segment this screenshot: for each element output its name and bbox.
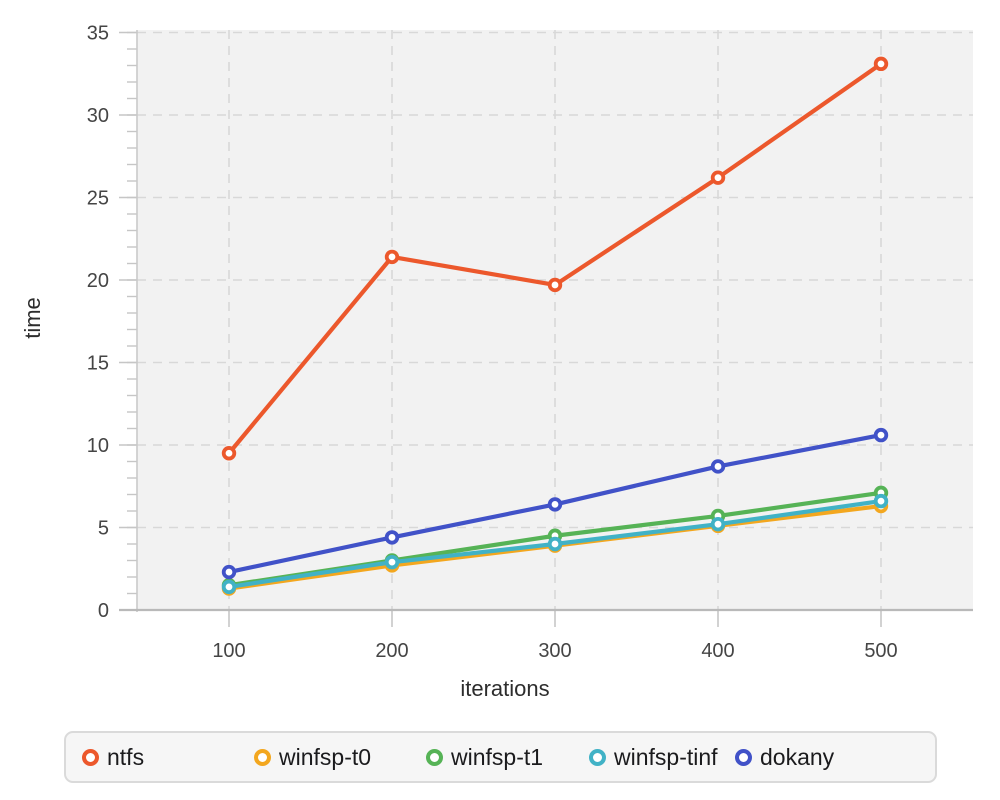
data-point-ntfs [873,56,889,72]
x-axis-title: iterations [460,676,549,701]
x-tick-label: 400 [701,640,734,662]
data-point-winfsp-tinf [384,554,400,570]
legend-label: winfsp-tinf [614,743,718,770]
x-tick-label: 200 [375,640,408,662]
chart-legend: ntfs winfsp-t0 winfsp-t1 winfsp-tinf dokany [64,731,937,783]
legend-label: winfsp-t1 [451,743,544,770]
data-point-ntfs [384,249,400,265]
data-point-dokany [710,459,726,474]
y-tick-label: 35 [87,23,109,45]
legend-item-winfsp-tinf[interactable]: winfsp-tinf [589,744,735,771]
x-tick-label: 300 [538,640,571,662]
legend-marker-icon [426,748,443,766]
legend-label: winfsp-t0 [279,743,372,770]
data-point-dokany [547,497,563,512]
legend-item-dokany[interactable]: dokany [735,744,834,771]
legend-item-ntfs[interactable]: ntfs [82,744,254,771]
y-tick-label: 30 [87,105,109,127]
x-tick-label: 100 [212,640,245,662]
y-tick-label: 20 [87,270,109,292]
y-tick-label: 5 [98,518,109,540]
legend-marker-icon [254,748,271,766]
data-point-ntfs [710,170,726,185]
data-point-winfsp-tinf [547,536,563,552]
y-tick-label: 10 [87,435,109,457]
legend-marker-icon [735,748,752,766]
data-point-dokany [384,530,400,545]
line-chart: 0 5 10 15 20 25 30 35 100 200 300 400 500 time iterat… [20,23,973,701]
legend-label: dokany [760,743,835,770]
legend-item-winfsp-t0[interactable]: winfsp-t0 [254,744,426,771]
y-tick-label: 25 [87,188,109,210]
legend-label: ntfs [107,743,145,770]
chart-area: 0 5 10 15 20 25 30 35 100 200 300 400 500 time iterat… [20,23,973,701]
legend-marker-icon [82,748,99,766]
y-tick-label: 15 [87,353,109,375]
y-tick-label: 0 [98,600,109,622]
data-point-dokany [873,427,889,443]
legend-marker-icon [589,748,606,766]
data-point-dokany [221,564,237,580]
data-point-ntfs [547,277,563,293]
x-tick-label: 500 [864,640,897,662]
legend-item-winfsp-t1[interactable]: winfsp-t1 [426,744,589,771]
data-point-winfsp-tinf [221,579,237,595]
data-point-ntfs [221,446,237,461]
data-point-winfsp-tinf [710,517,726,532]
data-point-winfsp-tinf [873,493,889,509]
y-axis-title: time [20,297,45,339]
